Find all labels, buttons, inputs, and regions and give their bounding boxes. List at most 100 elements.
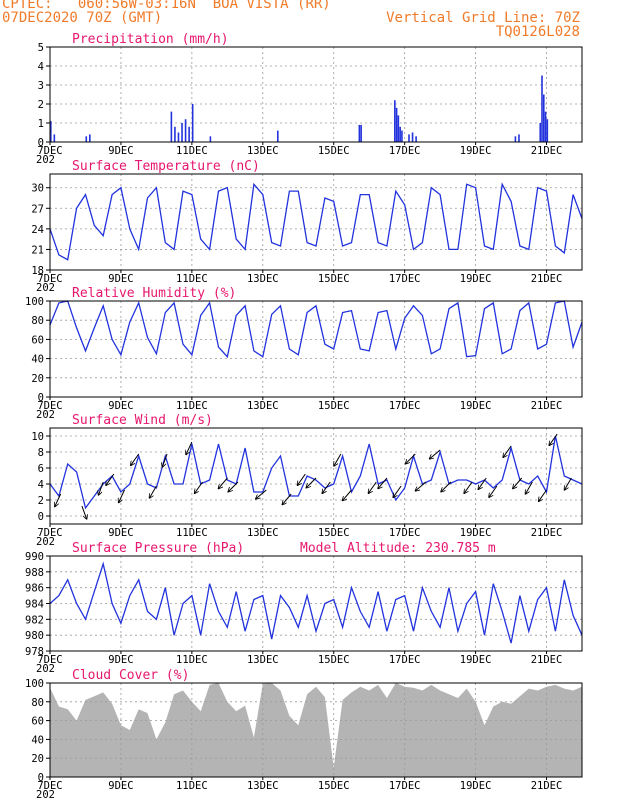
y-tick-label: 21	[31, 244, 44, 256]
precip-bar	[181, 123, 183, 142]
precip-bar	[514, 136, 517, 142]
wind-arrow	[81, 505, 87, 519]
y-tick-label: 40	[31, 354, 44, 366]
precip-bar	[408, 134, 410, 142]
y-tick-label: 20	[31, 373, 44, 385]
wind-arrow	[218, 477, 228, 489]
x-tick-label: 13DEC	[247, 780, 279, 792]
series-line-2	[49, 300, 583, 359]
x-tick-label: 19DEC	[460, 780, 492, 792]
y-tick-label: 18	[31, 265, 44, 277]
precip-bar	[174, 126, 176, 142]
x-tick-label: 7DEC	[37, 654, 62, 666]
header-source-location: CPTEC: 060:56W-03:16N BOA VISTA (RR)	[2, 0, 331, 12]
y-tick-label: 1	[38, 118, 44, 130]
x-tick-label: 13DEC	[247, 273, 279, 285]
x-tick-label: 17DEC	[389, 273, 421, 285]
x-tick-label: 21DEC	[531, 654, 563, 666]
wind-arrow	[162, 453, 168, 467]
plot-frame	[49, 173, 583, 271]
x-tick-label: 13DEC	[247, 400, 279, 412]
wind-arrow	[415, 481, 427, 491]
wind-arrow	[194, 481, 203, 493]
wind-arrow	[405, 453, 416, 464]
x-tick-label: 17DEC	[389, 654, 421, 666]
precip-bar	[89, 134, 91, 142]
x-year-fragment: 202	[36, 789, 55, 800]
x-tick-label: 13DEC	[247, 145, 279, 157]
wind-arrow	[489, 485, 498, 497]
precip-bar	[85, 136, 88, 142]
precip-bar	[53, 134, 56, 142]
x-tick-label: 15DEC	[318, 145, 350, 157]
x-tick-label: 21DEC	[531, 145, 563, 157]
x-year-fragment: 202	[36, 409, 55, 421]
series-line-3	[49, 435, 583, 510]
panel-title: Surface Temperature (nC)	[72, 159, 260, 174]
wind-arrow	[334, 453, 342, 466]
x-tick-label: 9DEC	[108, 780, 133, 792]
panel-4	[46, 555, 583, 654]
series-line-1	[49, 182, 583, 261]
x-year-fragment: 202	[36, 663, 55, 675]
precip-bar	[399, 126, 401, 142]
x-tick-label: 11DEC	[176, 400, 208, 412]
plot-frame	[49, 682, 583, 778]
y-tick-label: 100	[25, 296, 44, 308]
x-tick-label: 15DEC	[318, 273, 350, 285]
panel-title: Precipitation (mm/h)	[72, 32, 229, 47]
wind-arrow	[564, 477, 572, 490]
precip-bar	[209, 136, 212, 142]
y-tick-label: 80	[31, 315, 44, 327]
y-tick-label: 8	[38, 447, 44, 459]
precip-bar	[544, 111, 547, 142]
x-tick-label: 19DEC	[460, 273, 492, 285]
x-tick-label: 17DEC	[389, 780, 421, 792]
header-location: 060:56W-03:16N BOA VISTA (RR)	[77, 0, 331, 12]
y-tick-label: 60	[31, 334, 44, 346]
wind-arrow	[131, 453, 140, 465]
y-tick-label: 24	[31, 224, 44, 236]
wind-arrow	[106, 473, 115, 485]
precip-bar	[184, 119, 187, 142]
x-tick-label: 17DEC	[389, 145, 421, 157]
wind-arrow	[297, 473, 306, 485]
x-tick-label: 9DEC	[108, 145, 133, 157]
wind-arrow	[149, 485, 157, 498]
model-altitude: Model Altitude: 230.785 m	[300, 541, 496, 556]
x-tick-label: 15DEC	[318, 654, 350, 666]
x-tick-label: 7DEC	[37, 527, 62, 539]
wind-arrow	[441, 481, 452, 492]
y-tick-label: 4	[38, 61, 44, 73]
panel-title: Surface Pressure (hPa)	[72, 541, 244, 556]
y-tick-label: 0	[38, 392, 44, 404]
x-tick-label: 9DEC	[108, 400, 133, 412]
precip-bar	[177, 132, 180, 142]
wind-arrow	[55, 493, 62, 507]
y-tick-label: 2	[38, 495, 44, 507]
wind-arrow	[513, 477, 523, 489]
precip-bar	[360, 124, 362, 142]
x-tick-label: 11DEC	[176, 273, 208, 285]
precip-bar	[191, 104, 194, 142]
panel-title: Cloud Cover (%)	[72, 668, 189, 683]
y-tick-label: 0	[38, 511, 44, 523]
x-tick-label: 11DEC	[176, 780, 208, 792]
y-tick-label: 3	[38, 80, 44, 92]
y-tick-label: 4	[38, 479, 44, 491]
wind-arrow	[119, 489, 125, 503]
y-tick-label: 986	[25, 583, 44, 595]
y-tick-label: 990	[25, 551, 44, 563]
panel-3	[46, 427, 583, 527]
precip-bar	[170, 111, 173, 142]
y-tick-label: 100	[25, 678, 44, 690]
x-tick-label: 11DEC	[176, 145, 208, 157]
y-tick-label: 984	[25, 599, 44, 611]
wind-arrow	[98, 481, 104, 495]
cloud-cover-area	[50, 683, 582, 777]
wind-arrow	[342, 489, 352, 501]
series-line-4	[49, 561, 583, 644]
x-tick-label: 9DEC	[108, 527, 133, 539]
wind-arrow	[503, 445, 512, 457]
